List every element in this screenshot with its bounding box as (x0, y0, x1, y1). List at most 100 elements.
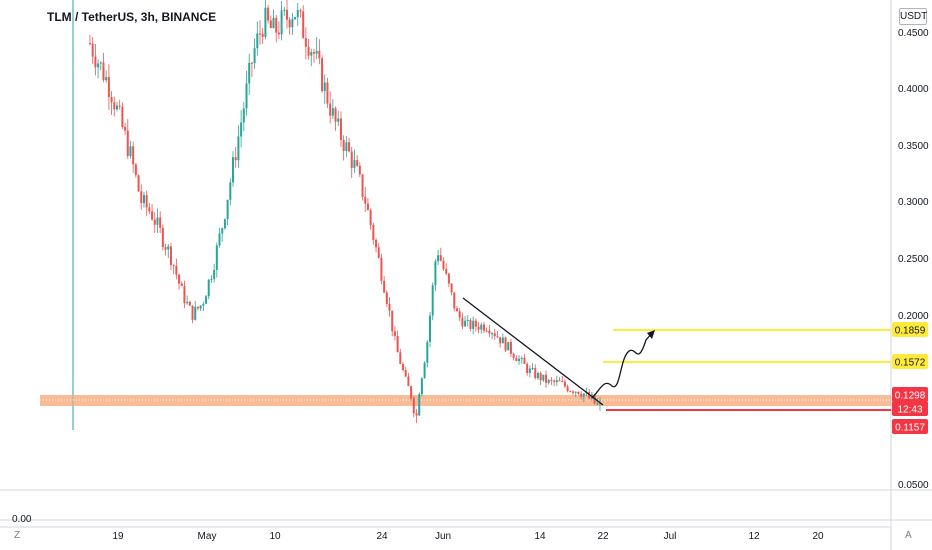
candle-body (350, 151, 353, 168)
candle-body (199, 305, 202, 309)
candle-body (437, 255, 440, 262)
price-badges: 0.1859 0.1572 0.1298 12:43 0.1157 (892, 322, 928, 434)
candle-body (294, 17, 297, 20)
candle-body (223, 219, 226, 229)
candle-body (213, 269, 216, 279)
price-badge-label: 0.1298 (895, 391, 926, 402)
candle-body (337, 118, 340, 122)
time-tick-label: 10 (269, 531, 281, 542)
candle-body (186, 301, 189, 304)
candle-body (577, 391, 580, 394)
candle-body (418, 394, 421, 416)
candle-body (134, 164, 137, 176)
candle-body (107, 77, 110, 98)
candle-body (485, 330, 488, 332)
candle-body (477, 326, 480, 330)
candle-body (312, 52, 315, 54)
candle-body (372, 225, 375, 240)
candle-body (496, 336, 499, 338)
candle-body (91, 43, 94, 57)
time-tick-label: 22 (597, 531, 609, 542)
candle-body (140, 191, 143, 204)
candle-body (261, 33, 264, 37)
candle-body (380, 257, 383, 281)
time-axis: 19 May 10 24 Jun 14 22 Jul 12 20 (112, 531, 824, 542)
candle-body (453, 292, 456, 309)
time-tick-label: 19 (112, 531, 124, 542)
candle-body (375, 239, 378, 248)
candle-body (348, 142, 351, 152)
candle-body (415, 413, 418, 416)
candle-body (248, 62, 251, 84)
candle-body (458, 311, 461, 318)
candle-body (89, 43, 91, 45)
candle-body (377, 247, 380, 258)
timezone-button[interactable]: Z (14, 530, 21, 541)
time-tick-label: Jun (435, 531, 451, 542)
candle-body (461, 317, 464, 327)
projection-arrow (591, 332, 653, 399)
candle-body (188, 301, 191, 306)
candle-body (172, 265, 175, 267)
candle-body (442, 260, 445, 270)
candle-body (509, 342, 512, 354)
candle-body (599, 403, 601, 405)
candle-body (482, 324, 485, 331)
candle-body (420, 378, 423, 395)
symbol-title: TLM / TetherUS, 3h, BINANCE (47, 10, 217, 24)
unit-button[interactable]: USDT (899, 8, 927, 25)
price-tick-label: 0.3500 (898, 141, 929, 152)
candle-body (399, 352, 402, 365)
candle-body (124, 126, 127, 131)
candle-body (526, 363, 529, 373)
candle-body (555, 380, 558, 383)
candle-body (410, 386, 413, 399)
candle-body (205, 296, 208, 304)
candle-body (402, 364, 405, 371)
candle-body (291, 19, 294, 28)
candle-body (221, 228, 224, 234)
candle-body (115, 105, 118, 110)
time-tick-label: 12 (748, 531, 760, 542)
candle-body (431, 285, 434, 316)
candle-body (326, 82, 329, 104)
candle-body (464, 320, 467, 327)
candle-body (137, 175, 140, 192)
candle-body (474, 320, 477, 327)
auto-scale-button[interactable]: A (905, 530, 912, 541)
candle-body (264, 7, 267, 37)
price-axis: 0.4500 0.4000 0.3500 0.3000 0.2500 0.2000 0.05… (898, 28, 929, 491)
candle-body (488, 330, 491, 334)
candle-body (534, 367, 537, 379)
candle-body (156, 217, 159, 225)
candle-body (553, 380, 556, 383)
candle-body (153, 219, 156, 225)
candle-body (353, 160, 356, 168)
candle-body (210, 278, 213, 280)
candle-body (269, 20, 272, 29)
candle-body (569, 391, 572, 393)
candle-body (118, 105, 121, 107)
candle-body (369, 210, 372, 226)
candle-body (323, 82, 326, 92)
candle-body (572, 391, 575, 393)
price-tick-label: 0.4000 (898, 84, 929, 95)
candle-body (97, 63, 100, 68)
candle-body (391, 310, 394, 332)
candle-body (366, 203, 369, 211)
candle-body (142, 195, 145, 204)
candle-body (299, 10, 302, 12)
price-badge: 0.1572 (892, 354, 928, 369)
price-badge: 0.1157 (892, 419, 928, 434)
candle-body (518, 358, 521, 362)
candle-body (242, 108, 245, 123)
price-tick-label: 0.2000 (898, 311, 929, 322)
candle-body (250, 62, 253, 64)
time-tick-label: 14 (534, 531, 546, 542)
candle-body (520, 357, 523, 359)
candle-body (105, 77, 108, 81)
candle-body (342, 139, 345, 151)
time-tick-label: Jul (664, 531, 677, 542)
